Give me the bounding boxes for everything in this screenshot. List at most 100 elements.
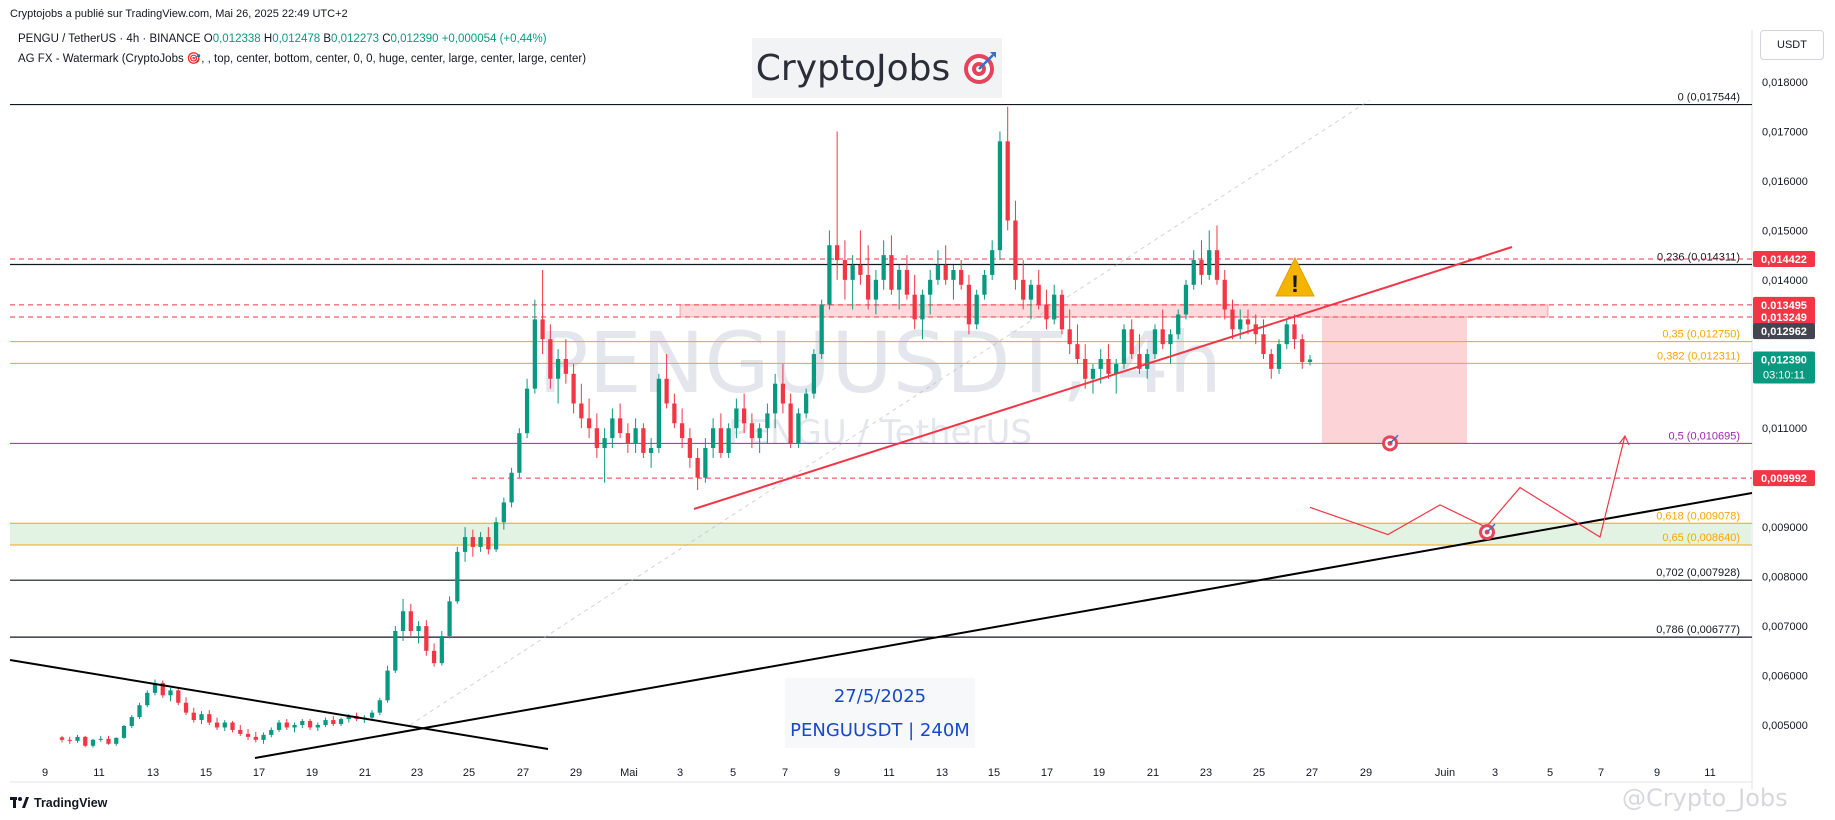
candle-body: [160, 682, 165, 696]
candle: [1307, 355, 1313, 366]
currency-button[interactable]: USDT: [1760, 30, 1824, 60]
candle: [959, 260, 964, 290]
y-tick-label: 0,018000: [1762, 77, 1808, 89]
candle-body: [602, 438, 607, 449]
tradingview-logo[interactable]: TradingView: [10, 796, 107, 810]
candle-body: [1168, 334, 1173, 345]
candle: [866, 245, 871, 310]
candle-body: [866, 274, 871, 300]
candle-body: [106, 738, 111, 744]
candle: [897, 265, 902, 310]
candle: [664, 354, 669, 409]
candle: [1199, 240, 1204, 285]
candle: [920, 289, 925, 340]
ohlc-open: 0,012338: [212, 33, 261, 45]
fib-label: 0,35 (0,012750): [1662, 329, 1740, 341]
indicator-legend[interactable]: AG FX - Watermark (CryptoJobs 🎯, , top, …: [18, 53, 587, 65]
candle-body: [982, 274, 987, 295]
candle-body: [1036, 284, 1041, 305]
candle-body: [424, 626, 429, 651]
candle-body: [571, 373, 576, 404]
candle-body: [276, 722, 282, 730]
target-marker-icon: [1479, 523, 1496, 541]
candle: [59, 735, 65, 743]
candle-body: [928, 279, 933, 295]
price-badge: 0,013495: [1753, 296, 1815, 313]
candle-body: [1230, 309, 1235, 330]
candle: [773, 373, 778, 429]
candle: [1160, 309, 1165, 350]
resistance-zone: [679, 304, 1549, 318]
candle: [710, 418, 716, 458]
candle-body: [633, 428, 638, 444]
annotation-box: [785, 678, 975, 748]
candle-body: [98, 738, 103, 740]
candle: [191, 707, 196, 723]
candle: [974, 289, 979, 330]
candle: [749, 413, 755, 449]
trendline: [254, 492, 1753, 759]
candle: [1083, 344, 1088, 389]
candle: [524, 378, 530, 439]
candle-body: [238, 729, 243, 734]
x-tick-label: 15: [988, 767, 1000, 779]
candle-body: [121, 725, 127, 738]
candle: [835, 131, 840, 280]
candle: [1230, 299, 1235, 340]
candle-body: [594, 428, 599, 449]
candle-body: [873, 279, 879, 300]
candle: [656, 373, 662, 453]
x-tick-label: 9: [1654, 767, 1660, 779]
candle: [90, 738, 96, 748]
candle: [982, 269, 987, 300]
symbol-legend[interactable]: PENGU / TetherUS · 4h · BINANCE O0,01233…: [18, 33, 547, 45]
candle-body: [664, 378, 669, 404]
candle-body: [555, 358, 561, 379]
x-tick-label: 19: [1093, 767, 1105, 779]
candle-body: [199, 714, 204, 721]
candle-body: [1183, 284, 1189, 315]
candle: [517, 428, 522, 478]
candle-body: [703, 448, 708, 478]
candle: [1052, 284, 1057, 325]
countdown-label: 03:10:11: [1763, 369, 1805, 381]
candle: [369, 710, 375, 721]
candle: [1013, 200, 1018, 290]
candle: [1075, 324, 1080, 364]
annotation-date: 27/5/2025: [833, 686, 927, 707]
price-badge: 0,009992: [1753, 470, 1815, 487]
x-tick-label: 17: [1041, 767, 1053, 779]
candle-body: [1214, 250, 1220, 280]
tradingview-logo-icon: [10, 797, 29, 808]
candle-body: [548, 339, 553, 379]
candle-body: [478, 537, 483, 547]
candle: [83, 735, 88, 748]
price-badge: 0,013249: [1753, 308, 1815, 325]
watermark-pair: PENGU / TetherUS: [728, 413, 1032, 453]
candle: [1090, 363, 1096, 394]
candle-body: [517, 433, 522, 473]
fib-label: 0,65 (0,008640): [1662, 532, 1740, 544]
candle: [928, 269, 933, 315]
candle-body: [1106, 358, 1111, 374]
x-tick-label: 9: [42, 767, 48, 779]
candle: [1176, 309, 1181, 340]
candle-body: [261, 734, 266, 740]
candle-body: [509, 472, 514, 503]
x-tick-label: Mai: [620, 767, 638, 779]
x-tick-label: 11: [1704, 767, 1715, 779]
candle-body: [897, 269, 902, 290]
candle: [788, 393, 793, 449]
candle-body: [586, 418, 592, 429]
svg-text:!: !: [1291, 271, 1299, 298]
candle: [269, 727, 274, 738]
candle-body: [245, 733, 251, 737]
candle-body: [369, 712, 375, 718]
candle-body: [974, 294, 979, 325]
candle: [253, 731, 258, 743]
candle: [1106, 344, 1111, 379]
candle-body: [889, 255, 894, 290]
candle: [742, 393, 747, 434]
price-badge-label: 0,012390: [1761, 354, 1807, 366]
